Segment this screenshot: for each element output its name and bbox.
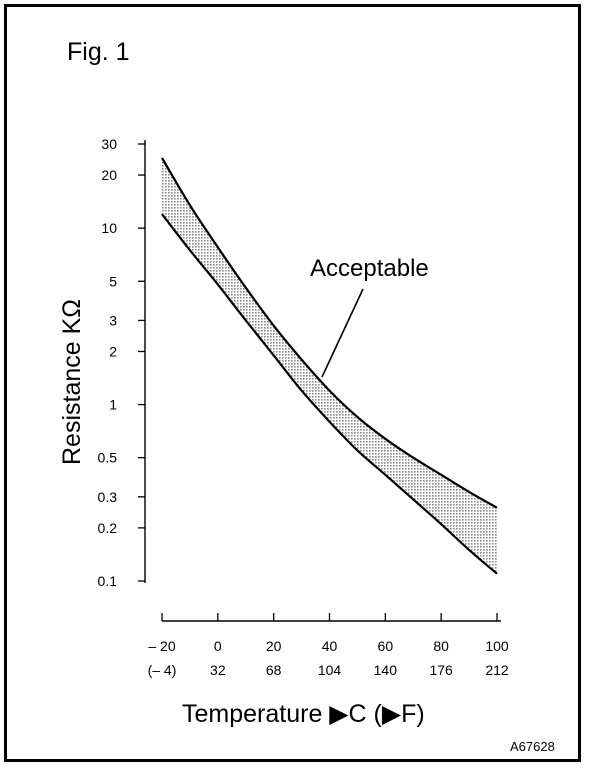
y-tick-label: 5 xyxy=(109,273,117,289)
y-tick-label: 0.3 xyxy=(98,489,118,505)
x-tick-label-celsius: 40 xyxy=(322,638,338,654)
figure-frame xyxy=(4,4,581,762)
annotation-leader-line xyxy=(321,288,364,378)
upper-bound-curve xyxy=(161,157,498,509)
x-tick-label-celsius: 80 xyxy=(433,638,449,654)
x-tick-label-celsius: 60 xyxy=(378,638,394,654)
x-tick-label-fahrenheit: 212 xyxy=(485,662,509,678)
x-tick-label-celsius: 20 xyxy=(266,638,282,654)
acceptable-band xyxy=(162,158,497,574)
x-tick-label-fahrenheit: 32 xyxy=(210,662,226,678)
y-tick-label: 0.1 xyxy=(98,573,118,589)
y-tick-label: 20 xyxy=(101,167,117,183)
x-tick-label-fahrenheit: 68 xyxy=(266,662,282,678)
y-tick-label: 0.5 xyxy=(98,450,118,466)
y-tick-label: 2 xyxy=(109,343,117,359)
x-tick-label-fahrenheit: (– 4) xyxy=(148,662,177,678)
figure-label: Fig. 1 xyxy=(67,38,130,66)
y-tick-label: 0.2 xyxy=(98,520,118,536)
x-tick-label-fahrenheit: 176 xyxy=(429,662,453,678)
x-tick-label-celsius: 100 xyxy=(485,638,509,654)
acceptable-label: Acceptable xyxy=(310,255,429,282)
figure-code: A67628 xyxy=(510,739,555,754)
lower-bound-curve xyxy=(161,213,498,575)
x-axis-title: Temperature ▶C (▶F) xyxy=(182,700,425,728)
x-tick-label-fahrenheit: 104 xyxy=(318,662,342,678)
x-tick-label-fahrenheit: 140 xyxy=(374,662,398,678)
y-tick-label: 3 xyxy=(109,312,117,328)
y-tick-label: 10 xyxy=(101,220,117,236)
y-tick-label: 1 xyxy=(109,397,117,413)
x-tick-label-celsius: 0 xyxy=(214,638,222,654)
y-axis-title: Resistance KΩ xyxy=(58,299,86,465)
x-tick-label-celsius: – 20 xyxy=(148,638,175,654)
y-tick-label: 30 xyxy=(101,136,117,152)
